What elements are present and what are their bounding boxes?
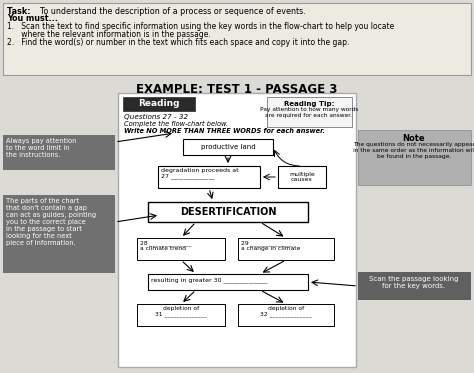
- Bar: [358, 130, 471, 185]
- Text: degradation proceeds at
27 ______________: degradation proceeds at 27 _____________…: [161, 168, 238, 179]
- Bar: [3, 3, 471, 75]
- Text: multiple
causes: multiple causes: [289, 172, 315, 182]
- Text: 28 ______________
a climate trend: 28 ______________ a climate trend: [140, 240, 191, 251]
- Text: Reading: Reading: [138, 100, 180, 109]
- Text: Complete the flow-chart below.: Complete the flow-chart below.: [124, 121, 228, 127]
- Text: Questions 27 - 32: Questions 27 - 32: [124, 114, 188, 120]
- Text: depletion of
31 ______________: depletion of 31 ______________: [155, 306, 207, 317]
- Text: resulting in greater 30 ______________: resulting in greater 30 ______________: [151, 277, 267, 283]
- Bar: [123, 97, 195, 111]
- Text: Pay attention to how many words
are required for each answer.: Pay attention to how many words are requ…: [260, 107, 358, 118]
- Text: 2.   Find the word(s) or number in the text which fits each space and copy it in: 2. Find the word(s) or number in the tex…: [7, 38, 349, 47]
- Bar: [148, 202, 308, 222]
- Text: You must...: You must...: [7, 14, 58, 23]
- Text: Write NO MORE THAN THREE WORDS for each answer.: Write NO MORE THAN THREE WORDS for each …: [124, 128, 325, 134]
- Text: The parts of the chart
that don't contain a gap
can act as guides, pointing
you : The parts of the chart that don't contai…: [6, 198, 96, 246]
- Bar: [3, 195, 115, 273]
- Text: DESERTIFICATION: DESERTIFICATION: [180, 207, 276, 217]
- Bar: [137, 238, 225, 260]
- Text: productive land: productive land: [201, 144, 255, 150]
- Text: EXAMPLE: TEST 1 - PASSAGE 3: EXAMPLE: TEST 1 - PASSAGE 3: [137, 83, 337, 96]
- Text: Reading Tip:: Reading Tip:: [284, 101, 334, 107]
- Text: 29 ______________
a change in climate: 29 ______________ a change in climate: [241, 240, 301, 251]
- Bar: [183, 139, 273, 155]
- Text: depletion of
32 ______________: depletion of 32 ______________: [260, 306, 312, 317]
- Bar: [148, 274, 308, 290]
- Bar: [267, 97, 352, 127]
- Text: where the relevant information is in the passage.: where the relevant information is in the…: [7, 30, 211, 39]
- Bar: [3, 135, 115, 170]
- Bar: [278, 166, 326, 188]
- Text: Note: Note: [403, 134, 425, 143]
- Text: Task:: Task:: [7, 7, 33, 16]
- Bar: [118, 93, 356, 367]
- Bar: [238, 304, 334, 326]
- Text: 1.   Scan the text to find specific information using the key words in the flow-: 1. Scan the text to find specific inform…: [7, 22, 394, 31]
- Bar: [238, 238, 334, 260]
- Bar: [358, 272, 471, 300]
- Bar: [137, 304, 225, 326]
- Text: Scan the passage looking
for the key words.: Scan the passage looking for the key wor…: [369, 276, 459, 289]
- Bar: [158, 166, 260, 188]
- Text: Always pay attention
to the word limit in
the instructions.: Always pay attention to the word limit i…: [6, 138, 76, 158]
- Text: The questions do not necessarily appear
in the same order as the information wil: The questions do not necessarily appear …: [353, 142, 474, 159]
- Text: To understand the description of a process or sequence of events.: To understand the description of a proce…: [35, 7, 306, 16]
